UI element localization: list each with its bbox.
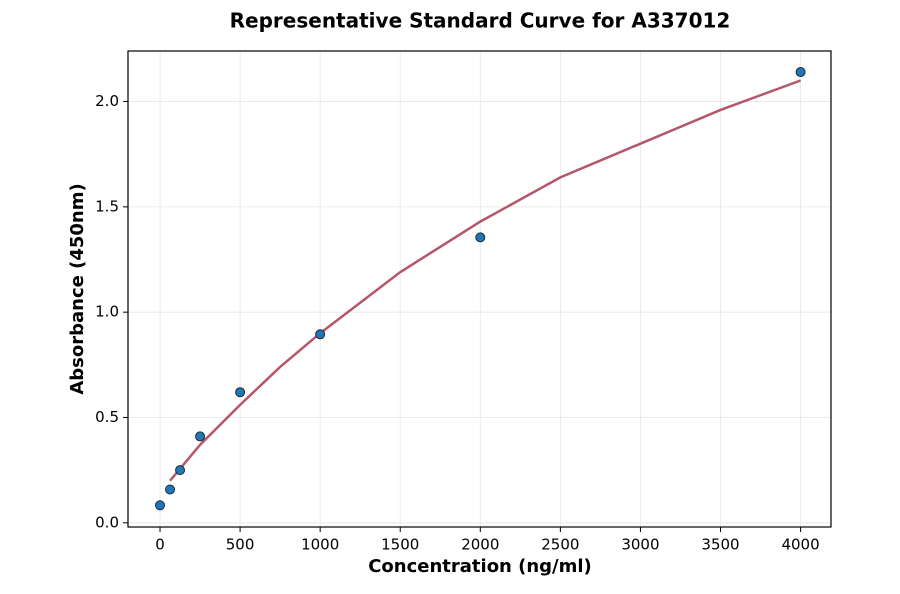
x-tick-label: 3500 [701, 536, 739, 554]
x-tick-label: 500 [226, 536, 255, 554]
data-point [195, 431, 206, 442]
x-tick-label: 0 [155, 536, 165, 554]
x-tick-label: 1000 [301, 536, 339, 554]
y-tick-label: 1.5 [95, 197, 119, 215]
data-point [165, 484, 176, 495]
x-tick-label: 2000 [461, 536, 499, 554]
data-point [175, 465, 186, 476]
x-tick-label: 3000 [621, 536, 659, 554]
x-axis-label: Concentration (ng/ml) [368, 556, 592, 577]
x-tick-label: 4000 [781, 536, 819, 554]
data-point [235, 387, 246, 398]
y-tick-label: 0.5 [95, 408, 119, 426]
fit-curve [169, 79, 802, 482]
y-tick-label: 0.0 [95, 513, 119, 531]
y-tick-label: 1.0 [95, 303, 119, 321]
y-tick-label: 2.0 [95, 92, 119, 110]
x-tick-label: 2500 [541, 536, 579, 554]
data-point [155, 500, 166, 511]
chart-title: Representative Standard Curve for A33701… [230, 9, 731, 33]
data-point [315, 329, 326, 340]
data-point [795, 67, 806, 78]
x-tick-label: 1500 [381, 536, 419, 554]
y-axis-label: Absorbance (450nm) [67, 183, 88, 394]
plot-frame [127, 50, 832, 528]
data-point [475, 232, 486, 243]
